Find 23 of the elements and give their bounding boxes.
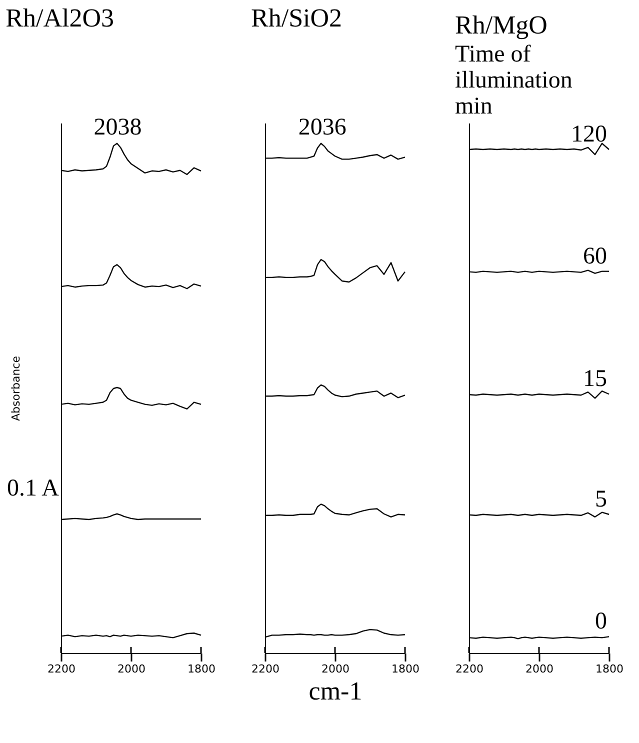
text: 0.1 A (6, 476, 60, 502)
x-tick-label: 2000 (526, 662, 554, 676)
series-label: 60 (583, 243, 607, 270)
chart-title: Rh/Al2O3 (6, 3, 114, 32)
chart-title: Rh/MgO (455, 10, 548, 40)
x-tick-label: 1800 (392, 662, 420, 676)
x-tick-label: 2200 (48, 662, 76, 676)
series-label: 0 (595, 608, 607, 635)
x-tick-label: 2000 (118, 662, 146, 676)
x-tick-label: 2200 (252, 662, 280, 676)
x-tick-label: 2200 (456, 662, 484, 676)
x-tick-label: 1800 (188, 662, 216, 676)
y-axis-title: Absorbance (10, 356, 22, 422)
x-axis-title: cm-1 (308, 676, 362, 706)
annotation: 2038 (94, 114, 142, 140)
x-tick-label: 2000 (322, 662, 350, 676)
legend-title: Time of illumination min (455, 42, 572, 120)
series-label: 5 (595, 486, 607, 512)
x-tick-label: 1800 (596, 662, 624, 676)
annotation: 2036 (298, 114, 346, 140)
chart-title: Rh/SiO2 (251, 3, 342, 32)
series-label: 120 (571, 122, 607, 148)
series-label: 15 (583, 366, 607, 392)
